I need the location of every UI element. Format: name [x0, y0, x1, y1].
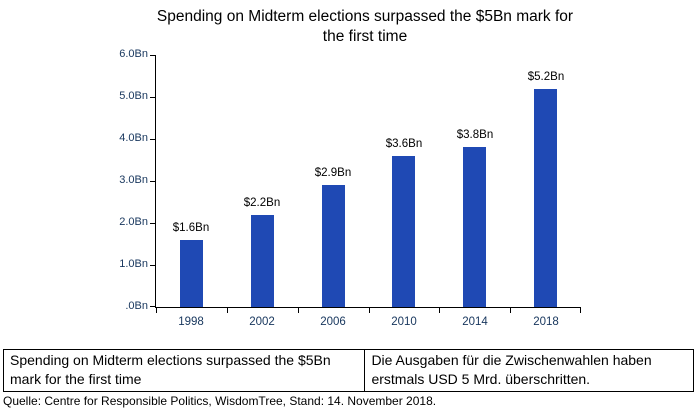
y-tick-label: 4.0Bn: [119, 132, 148, 144]
x-tick-mark: [510, 307, 511, 313]
y-tick-mark: [150, 306, 156, 307]
y-tick-mark: [150, 181, 156, 182]
bar: [534, 89, 557, 307]
x-axis-label: 2002: [249, 316, 275, 328]
caption-row: Spending on Midterm elections surpassed …: [2, 349, 694, 392]
bar-value-label: $3.6Bn: [385, 138, 423, 150]
y-tick-mark: [150, 139, 156, 140]
source-line: Quelle: Centre for Responsible Politics,…: [3, 394, 437, 408]
caption-table: Spending on Midterm elections surpassed …: [2, 349, 694, 392]
plot-area: 6.0Bn 5.0Bn 4.0Bn 3.0Bn 2.0Bn 1.0Bn .0Bn $1.6Bn…: [119, 48, 581, 328]
bar-value-label: $3.8Bn: [456, 129, 494, 141]
y-tick-label: .0Bn: [125, 300, 148, 312]
y-tick-label: 2.0Bn: [119, 216, 148, 228]
y-tick-label: 6.0Bn: [119, 48, 148, 60]
x-axis-label: 2006: [320, 316, 346, 328]
bar: [180, 240, 203, 307]
y-tick-mark: [150, 265, 156, 266]
bar-value-label: $5.2Bn: [527, 71, 565, 83]
y-tick-mark: [150, 223, 156, 224]
bar: [463, 147, 486, 307]
caption-english: Spending on Midterm elections surpassed …: [2, 349, 366, 392]
y-tick-mark: [150, 97, 156, 98]
x-tick-mark: [156, 307, 157, 313]
bar-value-label: $1.6Bn: [172, 222, 210, 234]
y-tick-mark: [150, 55, 156, 56]
bar: [322, 185, 345, 307]
x-tick-mark: [439, 307, 440, 313]
x-tick-mark: [227, 307, 228, 313]
chart-title: Spending on Midterm elections surpassed …: [156, 8, 574, 46]
x-axis-label: 2010: [391, 316, 417, 328]
x-tick-mark: [298, 307, 299, 313]
x-axis-label: 2018: [533, 316, 559, 328]
bar-value-label: $2.2Bn: [243, 197, 281, 209]
x-tick-mark: [580, 307, 581, 313]
x-tick-mark: [369, 307, 370, 313]
caption-german: Die Ausgaben für die Zwischenwahlen habe…: [364, 349, 694, 392]
x-axis-label: 1998: [178, 316, 204, 328]
y-tick-label: 5.0Bn: [119, 90, 148, 102]
bar: [392, 156, 415, 307]
y-tick-label: 1.0Bn: [119, 258, 148, 270]
bar: [251, 215, 274, 307]
x-axis-label: 2014: [462, 316, 488, 328]
bar-value-label: $2.9Bn: [314, 167, 352, 179]
y-tick-label: 3.0Bn: [119, 174, 148, 186]
